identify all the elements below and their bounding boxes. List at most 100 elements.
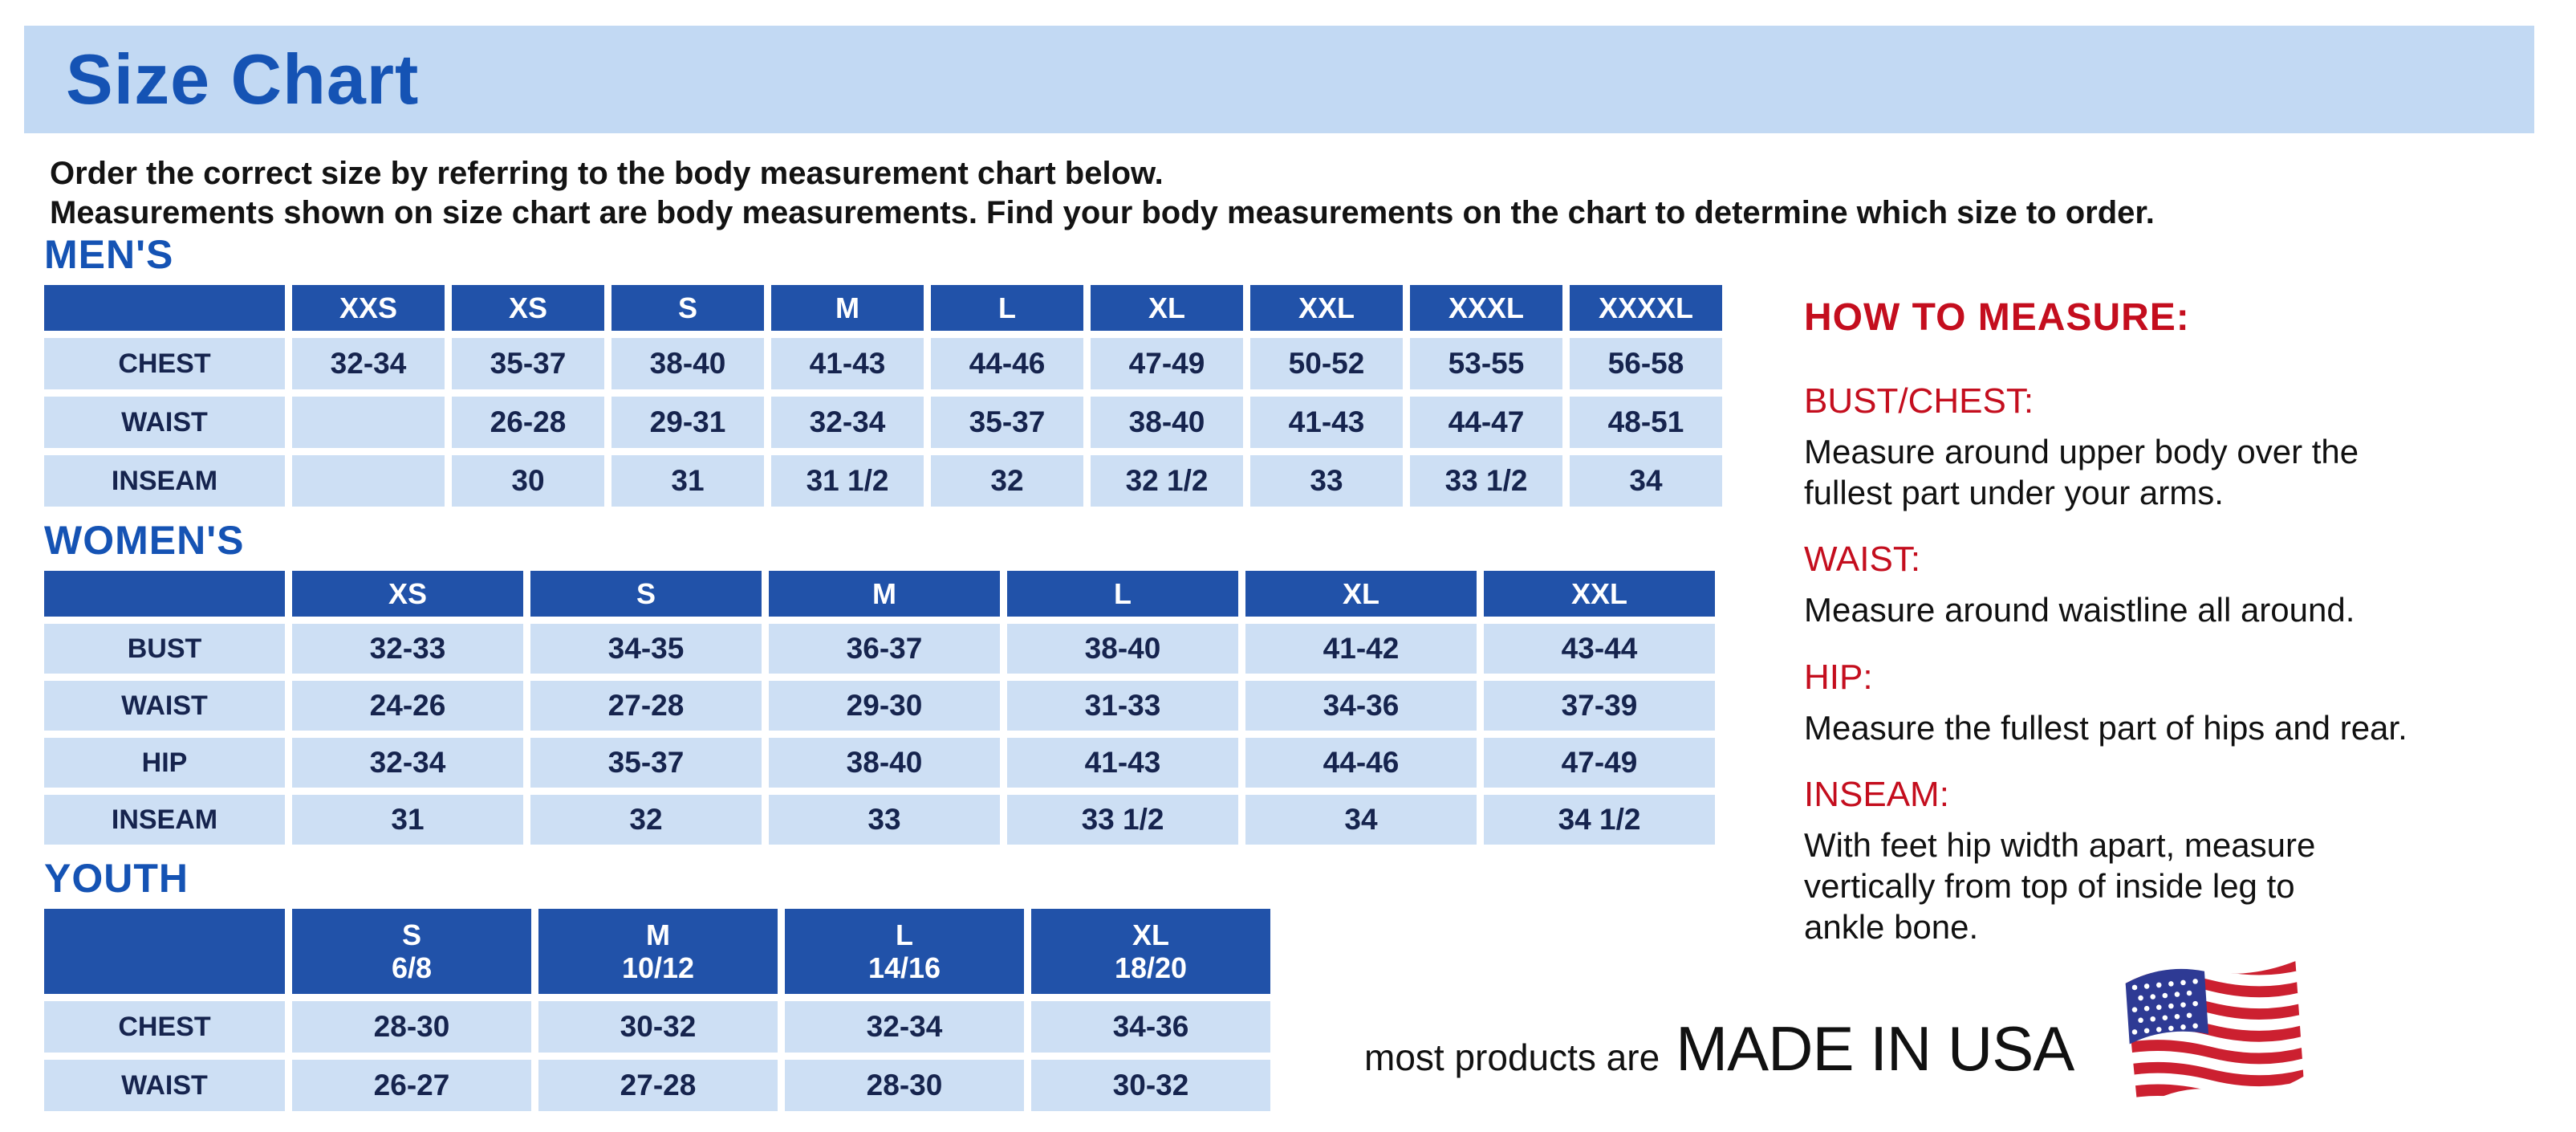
measurement-cell: 31	[611, 455, 764, 507]
measurement-cell: 28-30	[292, 1001, 531, 1053]
measurement-cell: 35-37	[530, 738, 762, 788]
measurement-cell: 47-49	[1484, 738, 1715, 788]
measurement-cell: 32-33	[292, 624, 523, 674]
measurement-cell: 30	[452, 455, 604, 507]
measurement-cell: 27-28	[538, 1060, 778, 1111]
row-label: CHEST	[44, 338, 285, 389]
measurement-cell: 30-32	[538, 1001, 778, 1053]
womens-size-table: XS S M L XL XXL BUST 32-33 34-35 36-37 38-40 41-42 4…	[44, 571, 1778, 845]
measurement-cell: 34-36	[1245, 681, 1477, 731]
row-label: WAIST	[44, 681, 285, 731]
measurement-cell: 31 1/2	[771, 455, 924, 507]
row-label: INSEAM	[44, 455, 285, 507]
measurement-cell: 32-34	[771, 397, 924, 448]
row-label: INSEAM	[44, 795, 285, 845]
measurement-cell: 33	[1250, 455, 1403, 507]
intro-text: Order the correct size by referring to t…	[50, 154, 2521, 233]
size-column-header: S	[530, 571, 762, 617]
measure-item-bust-chest: BUST/CHEST: Measure around upper body ov…	[1804, 381, 2554, 513]
size-column-header: XL	[1091, 285, 1243, 331]
measure-item-label: WAIST:	[1804, 540, 1921, 580]
measurement-cell: 38-40	[611, 338, 764, 389]
title-banner: Size Chart	[24, 26, 2534, 133]
measure-item-hip: HIP: Measure the fullest part of hips an…	[1804, 658, 2554, 748]
size-column-header: XXS	[292, 285, 445, 331]
intro-line-1: Order the correct size by referring to t…	[50, 156, 1164, 191]
measurement-cell: 35-37	[452, 338, 604, 389]
page-title: Size Chart	[66, 39, 420, 119]
measurement-cell: 34 1/2	[1484, 795, 1715, 845]
row-label: CHEST	[44, 1001, 285, 1053]
measurement-cell: 33 1/2	[1007, 795, 1238, 845]
measurement-cell: 48-51	[1570, 397, 1722, 448]
made-in-usa-text: most products are MADE IN USA	[1364, 1012, 2074, 1085]
measurement-cell: 50-52	[1250, 338, 1403, 389]
measurement-cell: 43-44	[1484, 624, 1715, 674]
size-column-header: XS	[452, 285, 604, 331]
measurement-cell: 56-58	[1570, 338, 1722, 389]
mens-size-table: XXS XS S M L XL XXL XXXL XXXXL CHEST 32-34 35-37 38-…	[44, 285, 1778, 507]
measurement-cell: 38-40	[1091, 397, 1243, 448]
measurement-cell: 29-31	[611, 397, 764, 448]
measurement-cell: 44-47	[1410, 397, 1562, 448]
flag-stars	[2131, 979, 2199, 1035]
measurement-cell	[292, 455, 445, 507]
measurement-cell: 34	[1245, 795, 1477, 845]
measurement-cell: 37-39	[1484, 681, 1715, 731]
measurement-cell	[292, 397, 445, 448]
measurement-cell: 32	[530, 795, 762, 845]
measurement-cell: 24-26	[292, 681, 523, 731]
measurement-cell: 34	[1570, 455, 1722, 507]
measurement-cell: 34-36	[1031, 1001, 1270, 1053]
measurement-cell: 27-28	[530, 681, 762, 731]
measurement-cell: 36-37	[769, 624, 1000, 674]
measurement-cell: 32-34	[292, 738, 523, 788]
measurement-cell: 47-49	[1091, 338, 1243, 389]
measurement-cell: 44-46	[1245, 738, 1477, 788]
intro-line-2: Measurements shown on size chart are bod…	[50, 194, 2155, 230]
size-column-header: M 10/12	[538, 909, 778, 994]
measure-item-waist: WAIST: Measure around waistline all arou…	[1804, 540, 2554, 630]
measurement-cell: 35-37	[931, 397, 1083, 448]
size-column-header: XXXXL	[1570, 285, 1722, 331]
how-to-measure-title: HOW TO MEASURE:	[1804, 296, 2190, 339]
measurement-cell: 41-43	[1250, 397, 1403, 448]
made-in-prefix-text: most products are	[1364, 1036, 1660, 1078]
size-column-header: M	[769, 571, 1000, 617]
womens-section-heading: WOMEN'S	[44, 518, 245, 563]
measure-item-text: Measure around waistline all around.	[1804, 591, 2355, 629]
youth-size-table: S 6/8 M 10/12 L 14/16 XL 18/20 CHEST 28-30 30-…	[44, 909, 1778, 1111]
measurement-cell: 32-34	[292, 338, 445, 389]
measurement-cell: 26-28	[452, 397, 604, 448]
measure-item-label: INSEAM:	[1804, 774, 1949, 814]
row-label: WAIST	[44, 1060, 285, 1111]
row-label: WAIST	[44, 397, 285, 448]
size-column-header: M	[771, 285, 924, 331]
size-column-header: XXL	[1484, 571, 1715, 617]
size-tables-column: MEN'S XXS XS S M L XL XXL XXXL XXXXL CHEST 32-34 35…	[44, 234, 1778, 1111]
corner-header-cell	[44, 909, 285, 994]
usa-flag-icon	[2125, 961, 2304, 1110]
measurement-cell: 44-46	[931, 338, 1083, 389]
measurement-cell: 26-27	[292, 1060, 531, 1111]
measurement-cell: 41-42	[1245, 624, 1477, 674]
measurement-cell: 32	[931, 455, 1083, 507]
measurement-cell: 38-40	[1007, 624, 1238, 674]
measurement-cell: 28-30	[785, 1060, 1024, 1111]
measure-item-label: BUST/CHEST:	[1804, 381, 2034, 421]
size-column-header: S	[611, 285, 764, 331]
measurement-cell: 30-32	[1031, 1060, 1270, 1111]
corner-header-cell	[44, 285, 285, 331]
measurement-cell: 41-43	[771, 338, 924, 389]
made-in-usa-label: MADE IN USA	[1676, 1013, 2074, 1084]
measurement-cell: 29-30	[769, 681, 1000, 731]
size-column-header: XS	[292, 571, 523, 617]
measure-item-label: HIP:	[1804, 657, 1873, 697]
measurement-cell: 32 1/2	[1091, 455, 1243, 507]
size-column-header: XL 18/20	[1031, 909, 1270, 994]
size-column-header: S 6/8	[292, 909, 531, 994]
measurement-cell: 31-33	[1007, 681, 1238, 731]
measure-item-text: With feet hip width apart, measure verti…	[1804, 825, 2316, 947]
size-column-header: L 14/16	[785, 909, 1024, 994]
